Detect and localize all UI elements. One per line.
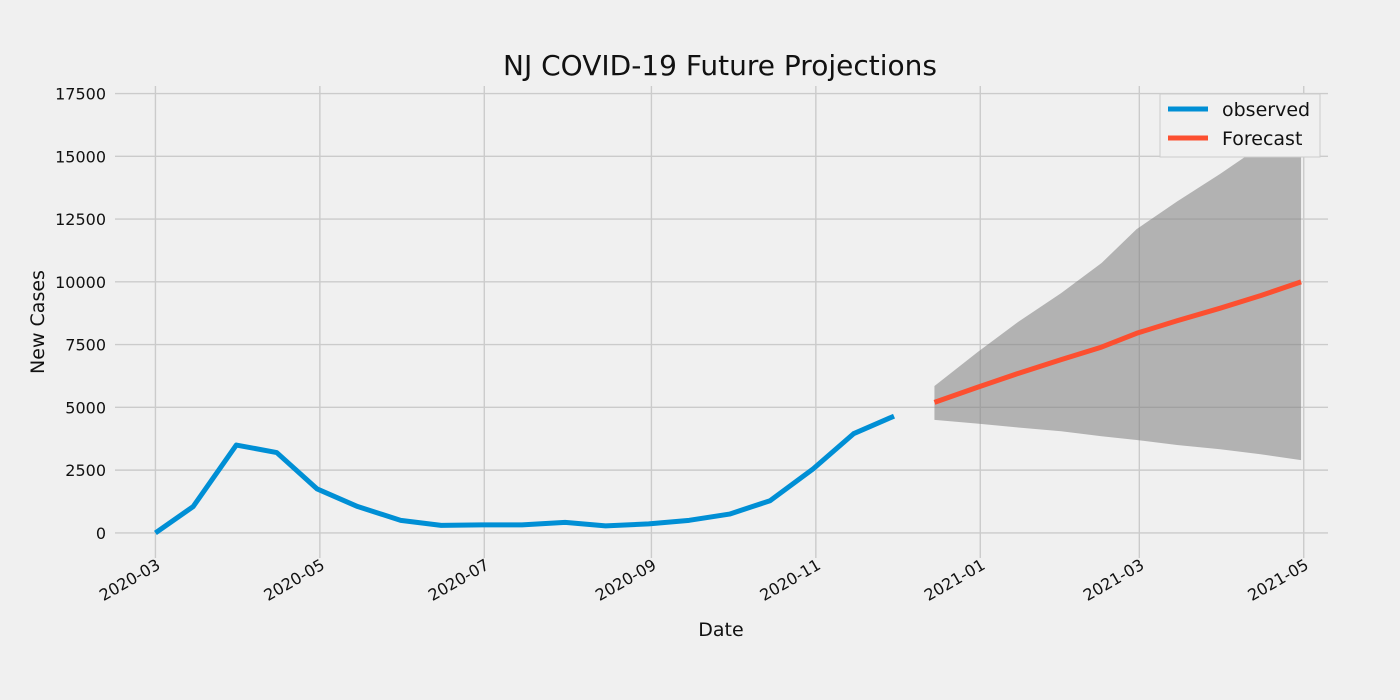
legend: observed Forecast — [1159, 93, 1321, 158]
series-lines — [154, 279, 1302, 535]
x-axis-label: Date — [698, 619, 743, 641]
y-axis-label: New Cases — [27, 270, 49, 374]
chart-title: NJ COVID-19 Future Projections — [503, 49, 937, 82]
y-tick-label: 12500 — [55, 210, 106, 229]
y-tick-label: 0 — [96, 524, 106, 543]
y-tick-label: 2500 — [65, 461, 106, 480]
series-line-forecast — [933, 279, 1302, 405]
confidence-band — [934, 116, 1302, 461]
legend-box — [1159, 93, 1321, 158]
y-tick-label: 7500 — [65, 336, 106, 355]
y-tick-label: 5000 — [65, 398, 106, 417]
confidence-band-group — [934, 116, 1302, 461]
series-line-observed — [154, 413, 896, 535]
legend-label-forecast: Forecast — [1222, 128, 1302, 150]
y-tick-label: 10000 — [55, 273, 106, 292]
y-tick-label: 17500 — [55, 85, 106, 104]
legend-label-observed: observed — [1222, 99, 1310, 121]
y-tick-label: 15000 — [55, 147, 106, 166]
